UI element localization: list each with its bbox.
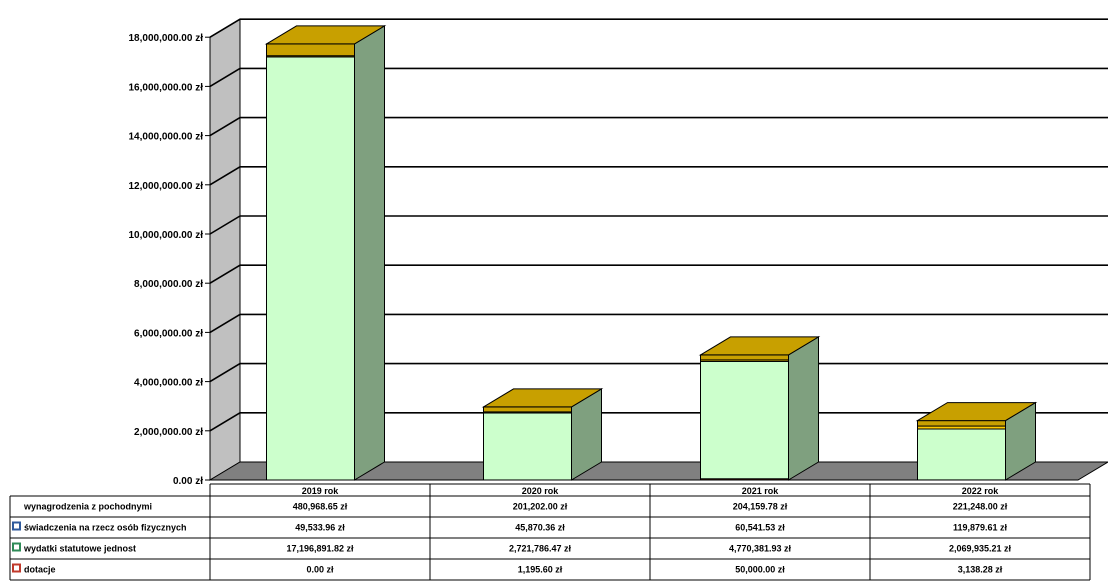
table-row-label: wydatki statutowe jednost — [23, 544, 136, 554]
legend-swatch — [12, 500, 21, 510]
bar-top-face — [698, 336, 821, 356]
table-value-cell: 60,541.53 zł — [735, 523, 785, 533]
table-value-cell: 3,138.28 zł — [958, 565, 1003, 575]
table-value-cell: 201,202.00 zł — [513, 502, 568, 512]
gridline — [209, 166, 1108, 186]
table-row-label: wynagrodzenia z pochodnymi — [23, 502, 152, 512]
legend-swatch — [12, 563, 21, 573]
bar-segment — [266, 56, 355, 481]
bar-segment — [700, 360, 789, 480]
gridline — [209, 215, 1108, 235]
y-tick-label: 12,000,000.00 zł — [128, 181, 203, 192]
bar-segment — [917, 428, 1006, 481]
y-tick-label: 16,000,000.00 zł — [128, 82, 203, 93]
y-tick-label: 14,000,000.00 zł — [128, 132, 203, 143]
side-wall — [209, 18, 241, 481]
table-value-cell: 480,968.65 zł — [293, 502, 348, 512]
y-tick-label: 6,000,000.00 zł — [134, 328, 203, 339]
bar-side-face — [354, 25, 385, 481]
gridline — [209, 67, 1108, 88]
table-value-cell: 0.00 zł — [306, 565, 334, 575]
data-table: 2019 rok 2020 rok 2021 rok 2022 rok wynagrod… — [9, 483, 1091, 581]
bars — [264, 25, 1038, 481]
y-tick-label: 18,000,000.00 zł — [128, 33, 203, 44]
table-value-cell: 221,248.00 zł — [953, 502, 1008, 512]
bar-segment — [917, 420, 1006, 427]
bar-segment — [266, 43, 355, 57]
table-header-cell: 2019 rok — [302, 486, 340, 496]
table-value-cell: 2,069,935.21 zł — [949, 544, 1012, 554]
table-header-cell: 2021 rok — [742, 486, 780, 496]
table-value-cell: 1,195.60 zł — [518, 565, 563, 575]
bar-top-face — [915, 402, 1038, 422]
legend-swatch — [12, 521, 21, 531]
legend-swatch — [12, 542, 21, 552]
table-value-cell: 2,721,786.47 zł — [509, 544, 572, 554]
bar-segment — [483, 406, 572, 413]
bar-segment — [483, 412, 572, 481]
gridlines — [209, 18, 1108, 432]
bar-top-face — [264, 25, 387, 45]
y-tick-label: 10,000,000.00 zł — [128, 230, 203, 241]
y-tick-label: 4,000,000.00 zł — [134, 378, 203, 389]
y-tick-label: 8,000,000.00 zł — [134, 279, 203, 290]
gridline — [209, 18, 1108, 38]
y-axis: 0.00 zł 2,000,000.00 zł 4,000,000.00 zł 6,0… — [128, 33, 211, 487]
bar-segment — [700, 354, 789, 361]
table-header-cell: 2020 rok — [522, 486, 560, 496]
chart-walls — [208, 18, 1108, 481]
table-value-cell: 4,770,381.93 zł — [729, 544, 792, 554]
back-wall — [240, 19, 1108, 462]
gridline — [209, 411, 1108, 432]
gridline — [209, 116, 1108, 137]
table-value-cell: 45,870.36 zł — [515, 523, 565, 533]
y-tick-label: 0.00 zł — [173, 476, 203, 487]
table-value-cell: 49,533.96 zł — [295, 523, 345, 533]
table-value-cell: 17,196,891.82 zł — [286, 544, 354, 554]
table-value-cell: 119,879.61 zł — [953, 523, 1008, 533]
gridline — [209, 313, 1108, 334]
table-row-label: dotacje — [24, 565, 56, 575]
gridline — [209, 362, 1108, 383]
bar-side-face — [788, 336, 819, 481]
bar-top-face — [481, 388, 604, 408]
gridline — [209, 264, 1108, 284]
table-header-cell: 2022 rok — [962, 486, 1000, 496]
table-value-cell: 204,159.78 zł — [733, 502, 788, 512]
y-tick-label: 2,000,000.00 zł — [134, 427, 203, 438]
table-row-label: świadczenia na rzecz osób fizycznych — [24, 523, 187, 533]
table-value-cell: 50,000.00 zł — [735, 565, 785, 575]
